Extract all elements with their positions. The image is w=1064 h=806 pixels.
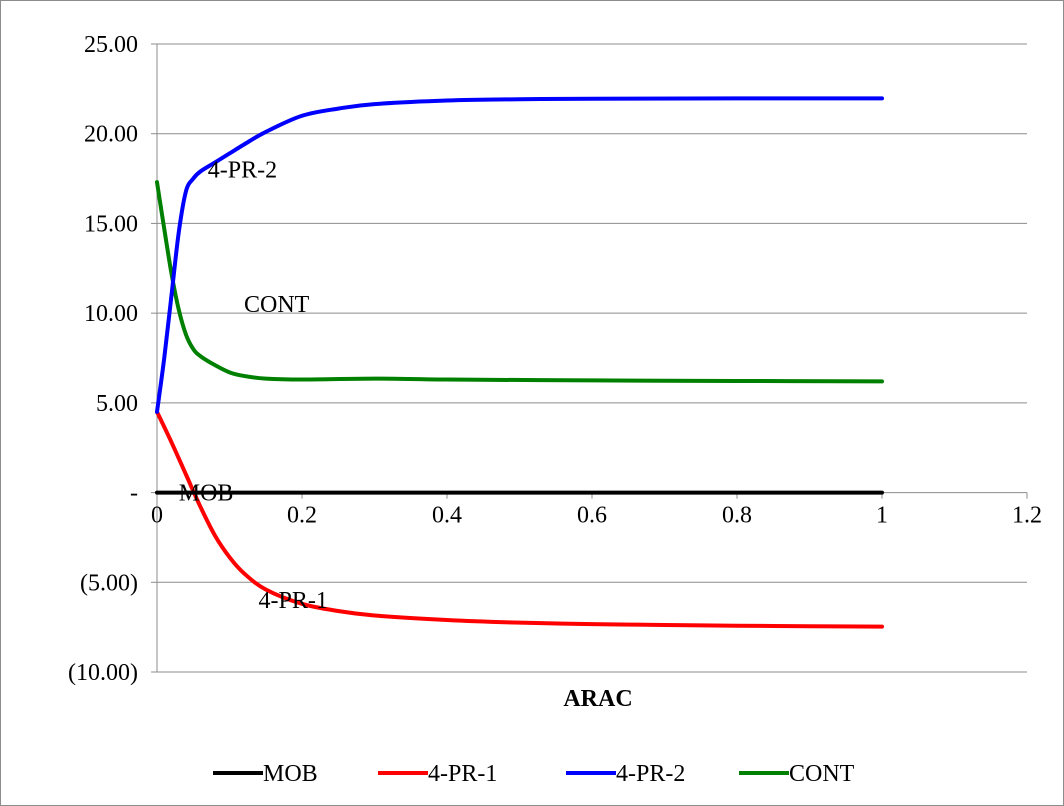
series-label-4-pr-1: 4-PR-1 bbox=[259, 588, 328, 614]
x-tick-label: 1 bbox=[876, 503, 888, 529]
y-tick-label: 10.00 bbox=[84, 301, 138, 327]
y-tick-label: - bbox=[130, 481, 138, 507]
x-axis-label: ARAC bbox=[563, 686, 632, 712]
legend-label-mob: MOB bbox=[263, 761, 318, 787]
x-tick-label: 0.4 bbox=[432, 503, 462, 529]
axes bbox=[151, 43, 1028, 673]
y-tick-label: 25.00 bbox=[84, 32, 138, 58]
legend-label-4-pr-1: 4-PR-1 bbox=[428, 761, 497, 787]
y-tick-label: (5.00) bbox=[80, 570, 138, 596]
y-tick-label: 20.00 bbox=[84, 122, 138, 148]
series-labels: MOB 4-PR-1 4-PR-2 CONT bbox=[179, 158, 328, 615]
legend-label-cont: CONT bbox=[789, 761, 855, 787]
x-tick-label: 1.2 bbox=[1012, 503, 1042, 529]
legend: MOB 4-PR-1 4-PR-2 CONT bbox=[213, 761, 855, 787]
series-line-4-pr-1 bbox=[155, 409, 884, 629]
y-tick-label: (10.00) bbox=[68, 660, 138, 686]
series-line-4-pr-2 bbox=[155, 96, 884, 414]
series-line-cont bbox=[155, 180, 884, 384]
x-tick-label: 0.2 bbox=[287, 503, 317, 529]
tick-labels: 25.00 20.00 15.00 10.00 5.00 - (5.00) (10.00) 0 0… bbox=[68, 32, 1042, 686]
x-tick-label: 0.6 bbox=[577, 503, 607, 529]
x-tick-label: 0 bbox=[151, 503, 163, 529]
series-label-cont: CONT bbox=[244, 292, 310, 318]
series-label-mob: MOB bbox=[179, 481, 234, 507]
y-tick-label: 5.00 bbox=[96, 391, 138, 417]
legend-label-4-pr-2: 4-PR-2 bbox=[616, 761, 685, 787]
gridlines bbox=[157, 43, 1027, 673]
series-lines bbox=[155, 96, 884, 629]
series-label-4-pr-2: 4-PR-2 bbox=[208, 158, 277, 184]
y-tick-label: 15.00 bbox=[84, 211, 138, 237]
x-tick-label: 0.8 bbox=[722, 503, 752, 529]
